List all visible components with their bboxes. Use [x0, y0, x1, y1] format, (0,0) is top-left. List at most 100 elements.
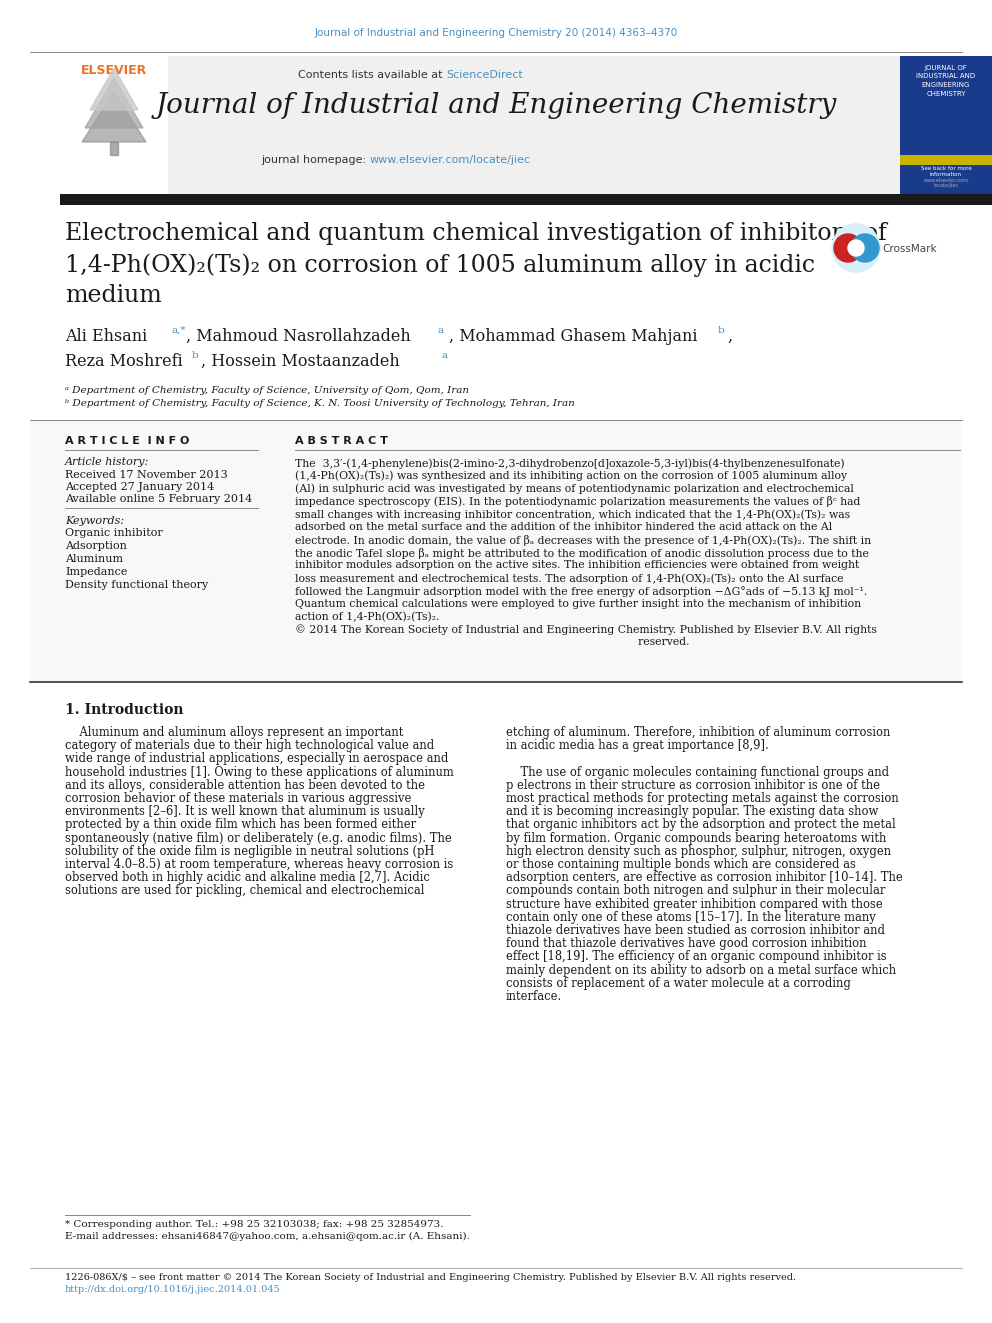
Text: www.elsevier.com/locate/jiec: www.elsevier.com/locate/jiec — [370, 155, 531, 165]
Text: www.elsevier.com/
locate/jiec: www.elsevier.com/ locate/jiec — [924, 177, 968, 188]
Text: Keywords:: Keywords: — [65, 516, 124, 527]
Text: impedance spectroscopy (EIS). In the potentiodynamic polarization measurements t: impedance spectroscopy (EIS). In the pot… — [295, 496, 860, 508]
Text: (Al) in sulphuric acid was investigated by means of potentiodynamic polarization: (Al) in sulphuric acid was investigated … — [295, 484, 854, 495]
Text: Available online 5 February 2014: Available online 5 February 2014 — [65, 493, 252, 504]
Text: The use of organic molecules containing functional groups and: The use of organic molecules containing … — [506, 766, 889, 779]
Text: a: a — [437, 325, 443, 335]
Text: See back for more
information: See back for more information — [921, 165, 971, 177]
Text: (1,4-Ph(OX)₂(Ts)₂) was synthesized and its inhibiting action on the corrosion of: (1,4-Ph(OX)₂(Ts)₂) was synthesized and i… — [295, 471, 847, 482]
Text: Received 17 November 2013: Received 17 November 2013 — [65, 470, 228, 480]
Text: effect [18,19]. The efficiency of an organic compound inhibitor is: effect [18,19]. The efficiency of an org… — [506, 950, 887, 963]
Bar — [60, 56, 900, 194]
Text: a: a — [441, 351, 447, 360]
Text: b: b — [718, 325, 725, 335]
Text: , Mohammad Ghasem Mahjani: , Mohammad Ghasem Mahjani — [449, 328, 697, 345]
Text: Reza Moshrefi: Reza Moshrefi — [65, 353, 183, 370]
Text: thiazole derivatives have been studied as corrosion inhibitor and: thiazole derivatives have been studied a… — [506, 923, 885, 937]
Text: CrossMark: CrossMark — [882, 243, 936, 254]
Text: observed both in highly acidic and alkaline media [2,7]. Acidic: observed both in highly acidic and alkal… — [65, 872, 430, 884]
Text: reserved.: reserved. — [295, 638, 689, 647]
Text: The  3,3′-(1,4-phenylene)bis(2-imino-2,3-dihydrobenzo[d]oxazole-5,3-iyl)bis(4-th: The 3,3′-(1,4-phenylene)bis(2-imino-2,3-… — [295, 458, 844, 468]
Text: A R T I C L E  I N F O: A R T I C L E I N F O — [65, 437, 189, 446]
Text: followed the Langmuir adsorption model with the free energy of adsorption −ΔG°ad: followed the Langmuir adsorption model w… — [295, 586, 867, 597]
Text: compounds contain both nitrogen and sulphur in their molecular: compounds contain both nitrogen and sulp… — [506, 884, 886, 897]
Bar — [60, 56, 168, 194]
Text: p electrons in their structure as corrosion inhibitor is one of the: p electrons in their structure as corros… — [506, 779, 880, 791]
Text: interval 4.0–8.5) at room temperature, whereas heavy corrosion is: interval 4.0–8.5) at room temperature, w… — [65, 859, 453, 871]
Text: spontaneously (native film) or deliberately (e.g. anodic films). The: spontaneously (native film) or deliberat… — [65, 832, 451, 844]
Text: small changes with increasing inhibitor concentration, which indicated that the : small changes with increasing inhibitor … — [295, 509, 850, 520]
Polygon shape — [110, 142, 118, 155]
Text: adsorbed on the metal surface and the addition of the inhibitor hindered the aci: adsorbed on the metal surface and the ad… — [295, 523, 832, 532]
Text: by film formation. Organic compounds bearing heteroatoms with: by film formation. Organic compounds bea… — [506, 832, 887, 844]
Text: © 2014 The Korean Society of Industrial and Engineering Chemistry. Published by : © 2014 The Korean Society of Industrial … — [295, 624, 877, 635]
Polygon shape — [85, 78, 143, 128]
Text: Organic inhibitor: Organic inhibitor — [65, 528, 163, 538]
Text: Quantum chemical calculations were employed to give further insight into the mec: Quantum chemical calculations were emplo… — [295, 599, 861, 609]
Text: 1. Introduction: 1. Introduction — [65, 703, 184, 717]
Text: E-mail addresses: ehsani46847@yahoo.com, a.ehsani@qom.ac.ir (A. Ehsani).: E-mail addresses: ehsani46847@yahoo.com,… — [65, 1232, 470, 1241]
Text: high electron density such as phosphor, sulphur, nitrogen, oxygen: high electron density such as phosphor, … — [506, 845, 891, 857]
Text: Accepted 27 January 2014: Accepted 27 January 2014 — [65, 482, 214, 492]
Text: , Hossein Mostaanzadeh: , Hossein Mostaanzadeh — [201, 353, 400, 370]
Text: interface.: interface. — [506, 990, 562, 1003]
Text: solutions are used for pickling, chemical and electrochemical: solutions are used for pickling, chemica… — [65, 884, 425, 897]
Text: Impedance: Impedance — [65, 568, 127, 577]
Text: ScienceDirect: ScienceDirect — [446, 70, 523, 79]
Text: 1,4-Ph(OX)₂(Ts)₂ on corrosion of 1005 aluminum alloy in acidic: 1,4-Ph(OX)₂(Ts)₂ on corrosion of 1005 al… — [65, 253, 815, 277]
Text: * Corresponding author. Tel.: +98 25 32103038; fax: +98 25 32854973.: * Corresponding author. Tel.: +98 25 321… — [65, 1220, 443, 1229]
Text: and its alloys, considerable attention has been devoted to the: and its alloys, considerable attention h… — [65, 779, 425, 791]
Text: medium: medium — [65, 284, 162, 307]
Text: b: b — [192, 351, 198, 360]
Text: ᵃ Department of Chemistry, Faculty of Science, University of Qom, Qom, Iran: ᵃ Department of Chemistry, Faculty of Sc… — [65, 386, 469, 396]
Text: action of 1,4-Ph(OX)₂(Ts)₂.: action of 1,4-Ph(OX)₂(Ts)₂. — [295, 611, 439, 622]
Text: Electrochemical and quantum chemical investigation of inhibitory of: Electrochemical and quantum chemical inv… — [65, 222, 887, 245]
Text: a,*: a,* — [171, 325, 186, 335]
Text: 1226-086X/$ – see front matter © 2014 The Korean Society of Industrial and Engin: 1226-086X/$ – see front matter © 2014 Th… — [65, 1273, 797, 1282]
Text: Contents lists available at: Contents lists available at — [298, 70, 446, 79]
Circle shape — [834, 234, 862, 262]
Text: solubility of the oxide film is negligible in neutral solutions (pH: solubility of the oxide film is negligib… — [65, 845, 434, 857]
Bar — [900, 56, 992, 194]
Text: Journal of Industrial and Engineering Chemistry: Journal of Industrial and Engineering Ch… — [156, 93, 836, 119]
Polygon shape — [82, 93, 146, 142]
Text: etching of aluminum. Therefore, inhibition of aluminum corrosion: etching of aluminum. Therefore, inhibiti… — [506, 726, 891, 740]
Text: protected by a thin oxide film which has been formed either: protected by a thin oxide film which has… — [65, 819, 416, 831]
Text: ,: , — [727, 328, 732, 345]
Text: Aluminum and aluminum alloys represent an important: Aluminum and aluminum alloys represent a… — [65, 726, 404, 740]
Text: environments [2–6]. It is well known that aluminum is usually: environments [2–6]. It is well known tha… — [65, 806, 425, 818]
Text: http://dx.doi.org/10.1016/j.jiec.2014.01.045: http://dx.doi.org/10.1016/j.jiec.2014.01… — [65, 1285, 281, 1294]
Text: structure have exhibited greater inhibition compared with those: structure have exhibited greater inhibit… — [506, 897, 883, 910]
Text: corrosion behavior of these materials in various aggressive: corrosion behavior of these materials in… — [65, 792, 412, 804]
Text: journal homepage:: journal homepage: — [261, 155, 370, 165]
Circle shape — [851, 234, 879, 262]
Bar — [60, 194, 992, 205]
Text: contain only one of these atoms [15–17]. In the literature many: contain only one of these atoms [15–17].… — [506, 910, 876, 923]
Text: ᵇ Department of Chemistry, Faculty of Science, K. N. Toosi University of Technol: ᵇ Department of Chemistry, Faculty of Sc… — [65, 400, 574, 407]
Text: loss measurement and electrochemical tests. The adsorption of 1,4-Ph(OX)₂(Ts)₂ o: loss measurement and electrochemical tes… — [295, 573, 843, 583]
Text: electrode. In anodic domain, the value of βₐ decreases with the presence of 1,4-: electrode. In anodic domain, the value o… — [295, 534, 871, 546]
Text: JOURNAL OF
INDUSTRIAL AND
ENGINEERING
CHEMISTRY: JOURNAL OF INDUSTRIAL AND ENGINEERING CH… — [917, 65, 975, 97]
Polygon shape — [90, 67, 138, 110]
Text: wide range of industrial applications, especially in aerospace and: wide range of industrial applications, e… — [65, 753, 448, 766]
Text: , Mahmoud Nasrollahzadeh: , Mahmoud Nasrollahzadeh — [186, 328, 411, 345]
Text: or those containing multiple bonds which are considered as: or those containing multiple bonds which… — [506, 859, 856, 871]
Text: A B S T R A C T: A B S T R A C T — [295, 437, 388, 446]
Text: Aluminum: Aluminum — [65, 554, 123, 564]
Text: found that thiazole derivatives have good corrosion inhibition: found that thiazole derivatives have goo… — [506, 937, 866, 950]
Text: ELSEVIER: ELSEVIER — [81, 64, 147, 77]
Text: and it is becoming increasingly popular. The existing data show: and it is becoming increasingly popular.… — [506, 806, 878, 818]
Text: Density functional theory: Density functional theory — [65, 579, 208, 590]
Text: the anodic Tafel slope βₐ might be attributed to the modification of anodic diss: the anodic Tafel slope βₐ might be attri… — [295, 548, 869, 558]
Text: in acidic media has a great importance [8,9].: in acidic media has a great importance [… — [506, 740, 769, 753]
Text: category of materials due to their high technological value and: category of materials due to their high … — [65, 740, 434, 753]
Text: consists of replacement of a water molecule at a corroding: consists of replacement of a water molec… — [506, 976, 851, 990]
Text: mainly dependent on its ability to adsorb on a metal surface which: mainly dependent on its ability to adsor… — [506, 963, 896, 976]
Text: Adsorption: Adsorption — [65, 541, 127, 550]
Text: inhibitor modules adsorption on the active sites. The inhibition efficiencies we: inhibitor modules adsorption on the acti… — [295, 561, 859, 570]
Text: Journal of Industrial and Engineering Chemistry 20 (2014) 4363–4370: Journal of Industrial and Engineering Ch… — [314, 28, 678, 38]
Text: Article history:: Article history: — [65, 456, 149, 467]
Bar — [900, 155, 992, 165]
Text: most practical methods for protecting metals against the corrosion: most practical methods for protecting me… — [506, 792, 899, 804]
Text: household industries [1]. Owing to these applications of aluminum: household industries [1]. Owing to these… — [65, 766, 453, 779]
